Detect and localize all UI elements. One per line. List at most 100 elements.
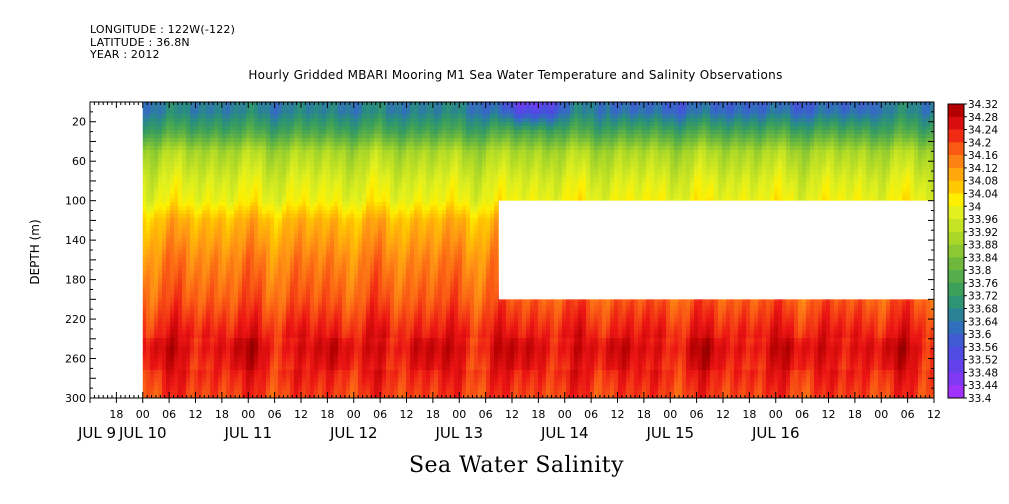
heatmap-cell	[146, 138, 151, 143]
heatmap-cell	[214, 326, 219, 331]
heatmap-cell	[250, 274, 255, 279]
heatmap-cell	[146, 170, 151, 175]
heatmap-cell	[154, 330, 159, 335]
heatmap-cell	[278, 206, 283, 211]
heatmap-cell	[350, 278, 355, 283]
heatmap-cell	[294, 290, 299, 295]
heatmap-cell	[222, 138, 227, 143]
heatmap-cell	[238, 150, 243, 155]
heatmap-cell	[182, 290, 187, 295]
heatmap-cell	[350, 270, 355, 275]
heatmap-cell	[206, 338, 211, 343]
heatmap-cell	[250, 326, 255, 331]
heatmap-cell	[186, 158, 191, 163]
heatmap-cell	[222, 202, 227, 207]
heatmap-cell	[278, 198, 283, 203]
heatmap-cell	[186, 302, 191, 307]
heatmap-cell	[298, 314, 303, 319]
heatmap-cell	[286, 146, 291, 151]
heatmap-cell	[214, 270, 219, 275]
heatmap-cell	[294, 182, 299, 187]
heatmap-cell	[242, 118, 247, 123]
heatmap-cell	[142, 386, 147, 391]
heatmap-cell	[294, 122, 299, 127]
heatmap-cell	[246, 198, 251, 203]
heatmap-cell	[174, 222, 179, 227]
heatmap-cell	[326, 230, 331, 235]
heatmap-cell	[290, 338, 295, 343]
heatmap-cell	[254, 322, 259, 327]
heatmap-cell	[186, 298, 191, 303]
heatmap-cell	[330, 262, 335, 267]
heatmap-cell	[146, 282, 151, 287]
heatmap-cell	[342, 226, 347, 231]
heatmap-cell	[266, 178, 271, 183]
heatmap-cell	[150, 394, 155, 399]
heatmap-cell	[194, 378, 199, 383]
heatmap-cell	[314, 266, 319, 271]
heatmap-cell	[278, 138, 283, 143]
heatmap-cell	[230, 170, 235, 175]
heatmap-cell	[354, 386, 359, 391]
heatmap-cell	[234, 234, 239, 239]
heatmap-cell	[314, 274, 319, 279]
heatmap-cell	[278, 118, 283, 123]
heatmap-cell	[154, 310, 159, 315]
heatmap-cell	[322, 314, 327, 319]
heatmap-cell	[206, 150, 211, 155]
heatmap-cell	[242, 342, 247, 347]
heatmap-cell	[202, 282, 207, 287]
heatmap-cell	[250, 286, 255, 291]
heatmap-cell	[226, 242, 231, 247]
heatmap-cell	[310, 266, 315, 271]
heatmap-cell	[198, 186, 203, 191]
heatmap-cell	[186, 166, 191, 171]
heatmap-cell	[174, 242, 179, 247]
heatmap-cell	[182, 382, 187, 387]
heatmap-cell	[314, 254, 319, 259]
heatmap-cell	[170, 370, 175, 375]
heatmap-cell	[342, 222, 347, 227]
heatmap-cell	[326, 326, 331, 331]
heatmap-cell	[306, 290, 311, 295]
heatmap-cell	[190, 186, 195, 191]
heatmap-cell	[146, 198, 151, 203]
heatmap-cell	[150, 182, 155, 187]
heatmap-cell	[230, 262, 235, 267]
heatmap-cell	[194, 250, 199, 255]
heatmap-cell	[298, 330, 303, 335]
heatmap-cell	[222, 242, 227, 247]
heatmap-cell	[158, 206, 163, 211]
heatmap-cell	[290, 390, 295, 395]
heatmap-cell	[150, 322, 155, 327]
heatmap-cell	[290, 386, 295, 391]
heatmap-cell	[318, 146, 323, 151]
heatmap-cell	[334, 318, 339, 323]
heatmap-cell	[330, 282, 335, 287]
heatmap-cell	[158, 230, 163, 235]
heatmap-cell	[334, 210, 339, 215]
heatmap-cell	[302, 266, 307, 271]
heatmap-cell	[218, 114, 223, 119]
heatmap-cell	[326, 158, 331, 163]
heatmap-cell	[174, 366, 179, 371]
heatmap-cell	[234, 122, 239, 127]
heatmap-cell	[314, 386, 319, 391]
heatmap-cell	[158, 266, 163, 271]
heatmap-cell	[298, 382, 303, 387]
heatmap-cell	[286, 278, 291, 283]
heatmap-cell	[278, 110, 283, 115]
heatmap-cell	[150, 174, 155, 179]
heatmap-cell	[298, 118, 303, 123]
heatmap-cell	[250, 254, 255, 259]
heatmap-cell	[154, 190, 159, 195]
heatmap-cell	[290, 298, 295, 303]
heatmap-cell	[230, 386, 235, 391]
heatmap-cell	[290, 110, 295, 115]
heatmap-cell	[270, 190, 275, 195]
heatmap-cell	[190, 322, 195, 327]
heatmap-cell	[258, 362, 263, 367]
heatmap-cell	[314, 238, 319, 243]
heatmap-cell	[266, 362, 271, 367]
heatmap-cell	[254, 162, 259, 167]
